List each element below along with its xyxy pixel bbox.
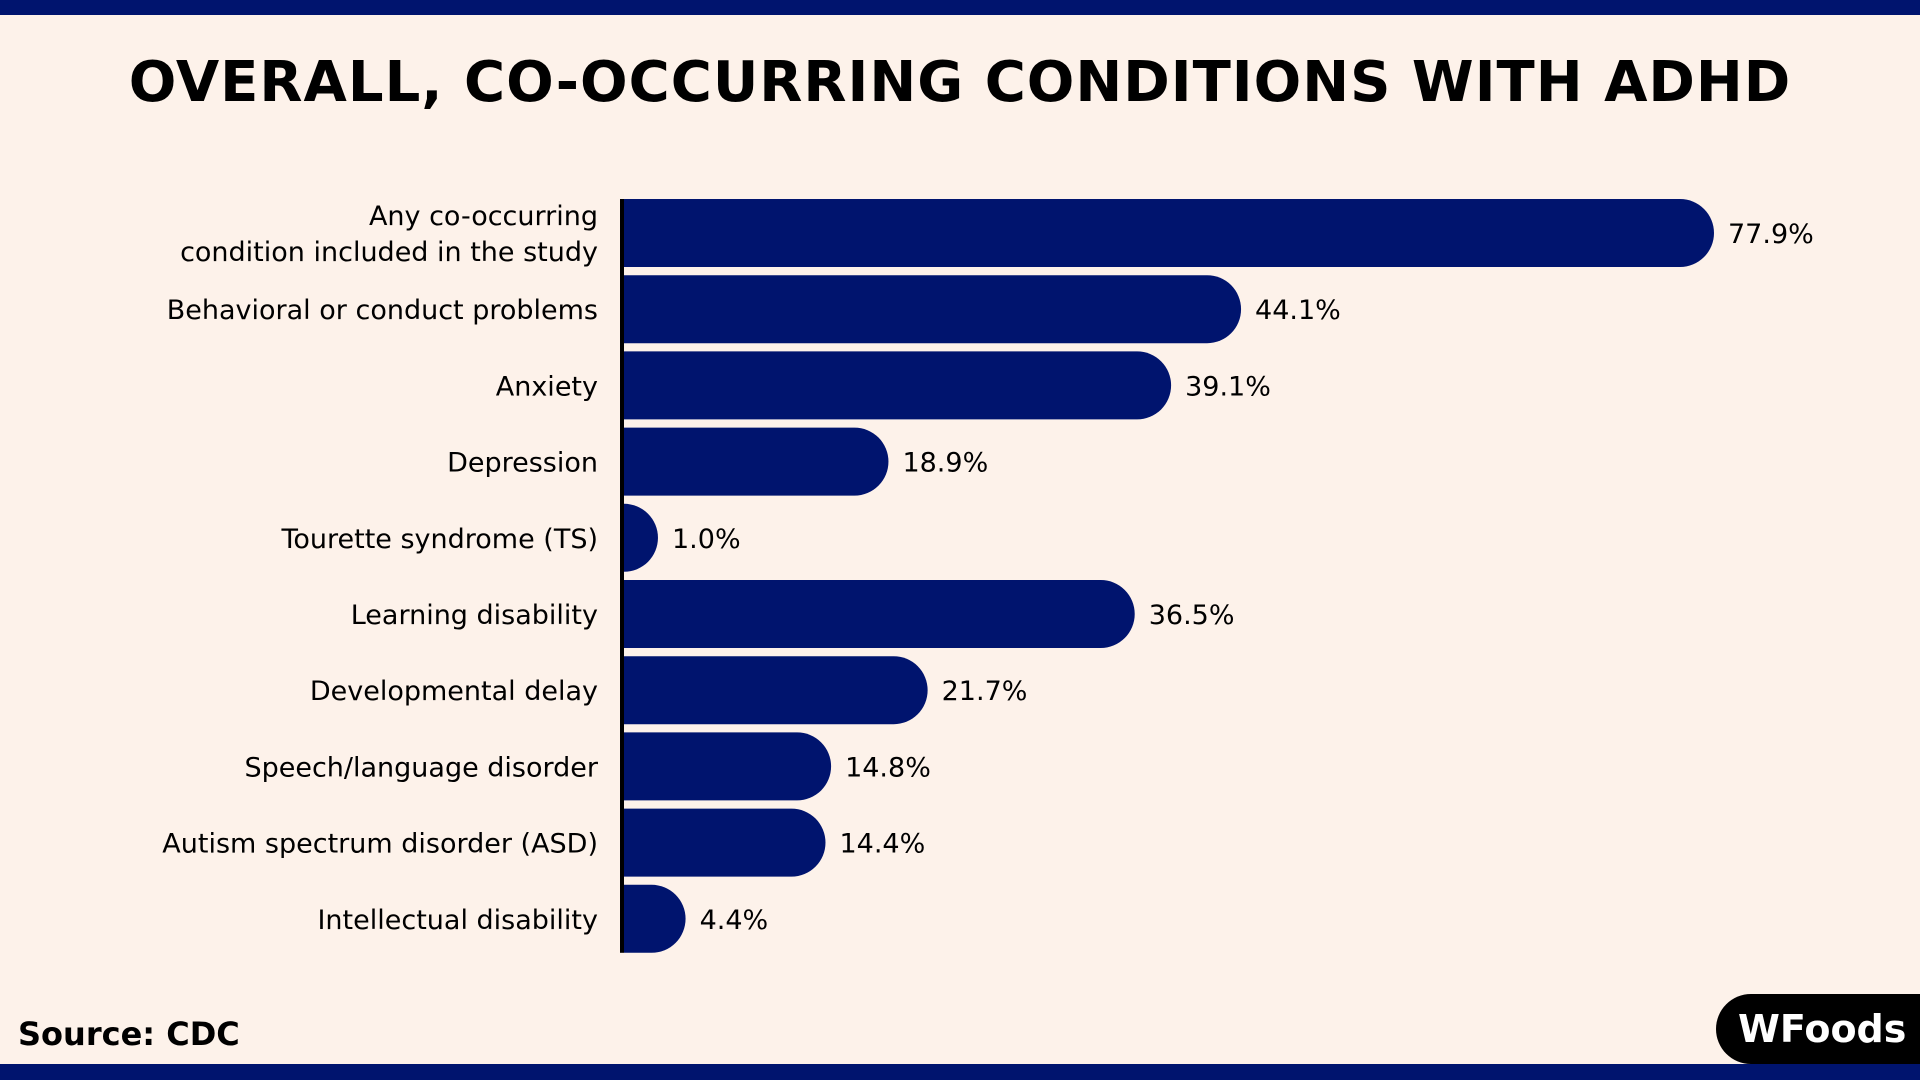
- value-label-1: 44.1%: [1255, 295, 1341, 326]
- category-label-0-line-1: condition included in the study: [180, 237, 598, 268]
- category-label-4: Tourette syndrome (TS): [280, 524, 598, 555]
- bar-8: [624, 808, 826, 877]
- value-label-5: 36.5%: [1149, 600, 1235, 631]
- bar-5: [624, 580, 1135, 648]
- bar-4: [624, 503, 658, 572]
- bar-1: [624, 275, 1242, 344]
- category-label-5: Learning disability: [351, 600, 598, 631]
- wfoods-logo: WFoods: [1716, 994, 1920, 1064]
- bar-6: [624, 656, 928, 725]
- bar-9: [624, 884, 686, 953]
- top-band: [0, 0, 1920, 15]
- y-axis-line: [620, 199, 624, 953]
- value-label-6: 21.7%: [942, 676, 1028, 707]
- category-label-3: Depression: [447, 448, 598, 479]
- category-label-2: Anxiety: [496, 371, 598, 402]
- category-label-7: Speech/language disorder: [244, 752, 598, 783]
- value-label-0: 77.9%: [1728, 219, 1814, 250]
- value-label-2: 39.1%: [1185, 371, 1271, 402]
- bar-0: [624, 199, 1714, 267]
- category-label-1: Behavioral or conduct problems: [167, 295, 598, 326]
- value-label-7: 14.8%: [845, 752, 931, 783]
- category-label-6: Developmental delay: [310, 676, 598, 707]
- chart-title: OVERALL, CO-OCCURRING CONDITIONS WITH AD…: [128, 50, 1792, 115]
- value-label-8: 14.4%: [839, 829, 925, 860]
- bottom-band: [0, 1064, 1920, 1080]
- bar-7: [624, 732, 832, 801]
- bar-3: [624, 427, 889, 496]
- category-label-8: Autism spectrum disorder (ASD): [162, 829, 598, 860]
- value-label-4: 1.0%: [672, 524, 741, 555]
- source-label: Source: CDC: [18, 1015, 240, 1053]
- category-label-9: Intellectual disability: [317, 905, 598, 936]
- value-label-3: 18.9%: [902, 448, 988, 479]
- category-label-0-line-0: Any co-occurring: [369, 201, 598, 232]
- bar-2: [624, 351, 1172, 420]
- value-label-9: 4.4%: [700, 905, 769, 936]
